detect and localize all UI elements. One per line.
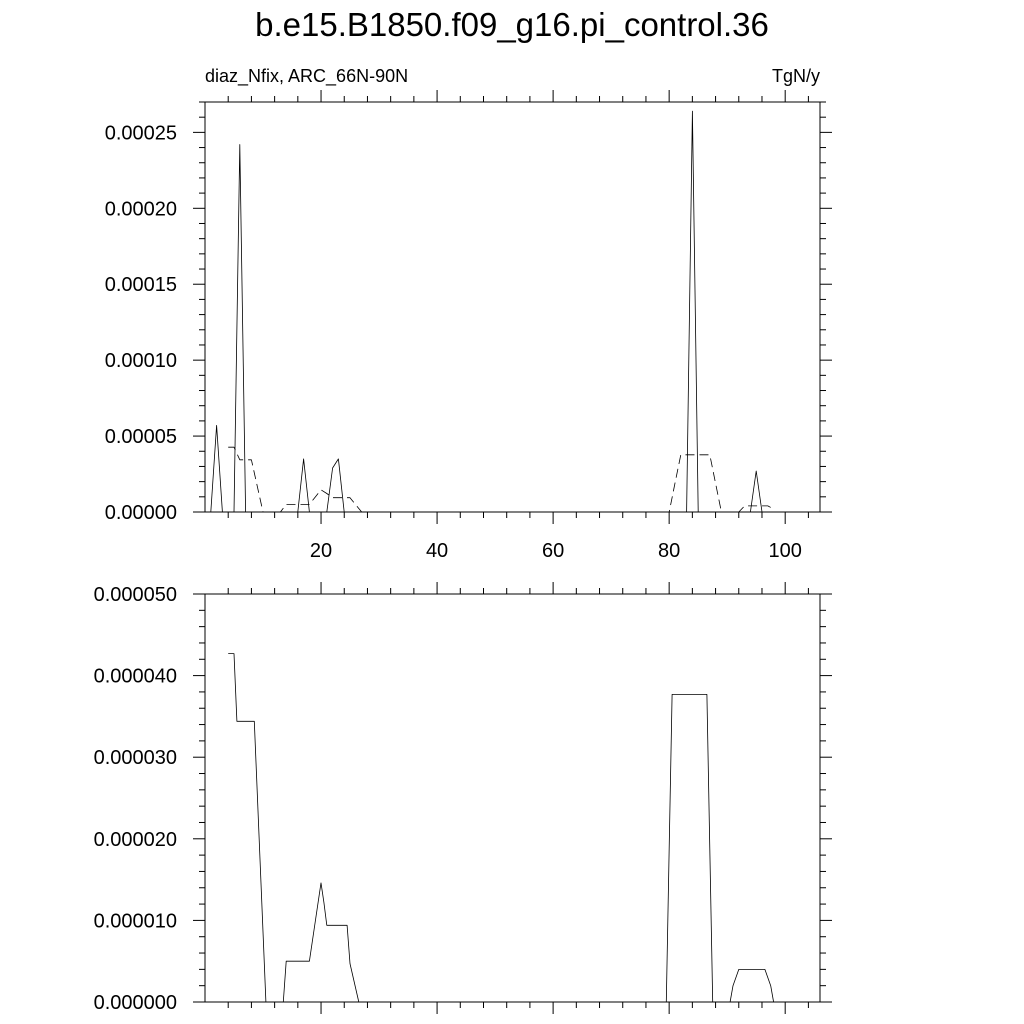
- x-tick-label: 40: [426, 540, 448, 562]
- y-tick-label: 0.000020: [94, 829, 177, 851]
- y-tick-label: 0.00010: [105, 350, 177, 372]
- series-line-dashed: [228, 446, 774, 513]
- x-tick-label: 100: [769, 540, 802, 562]
- variable-region-label: diaz_Nfix, ARC_66N-90N: [205, 66, 409, 86]
- series-line-solid: [228, 653, 815, 1003]
- series-line-solid: [205, 110, 815, 513]
- x-tick-label: 20: [310, 540, 332, 562]
- y-tick-label: 0.000040: [94, 666, 177, 688]
- y-tick-label: 0.00020: [105, 198, 177, 220]
- y-tick-label: 0.000050: [94, 584, 177, 606]
- y-tick-label: 0.000010: [94, 910, 177, 932]
- units-label: TgN/y: [771, 66, 820, 86]
- y-tick-label: 0.00025: [105, 122, 177, 144]
- plot-frame-2: [204, 593, 821, 1003]
- page-title: b.e15.B1850.f09_g16.pi_control.36: [255, 6, 769, 43]
- x-tick-label: 60: [542, 540, 564, 562]
- y-tick-label: 0.00015: [105, 274, 177, 296]
- x-tick-label: 80: [658, 540, 680, 562]
- plot-frame-1: [204, 101, 821, 513]
- y-tick-label: 0.000030: [94, 747, 177, 769]
- y-tick-label: 0.000000: [94, 992, 177, 1014]
- y-tick-label: 0.00000: [105, 502, 177, 524]
- y-tick-label: 0.00005: [105, 426, 177, 448]
